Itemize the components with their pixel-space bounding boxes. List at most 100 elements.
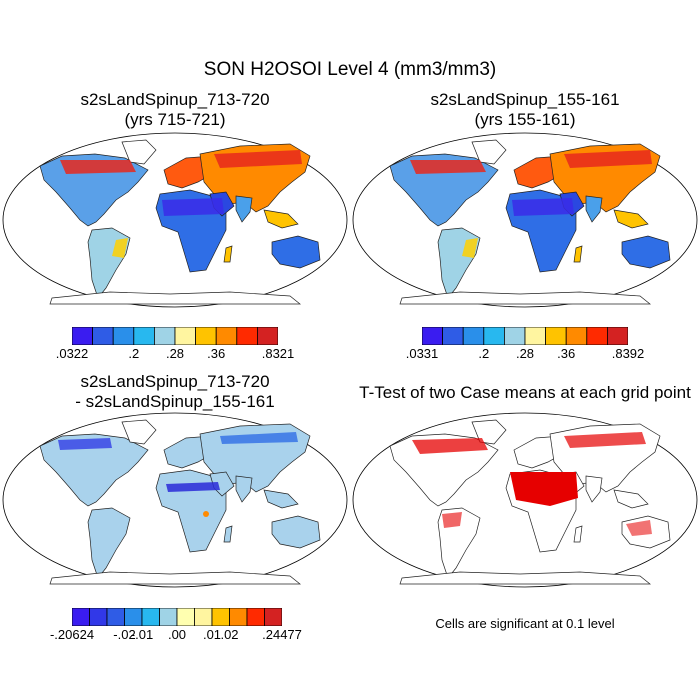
figure-title: SON H2OSOI Level 4 (mm3/mm3)	[203, 59, 497, 80]
colorbar-swatch	[524, 327, 547, 345]
colorbar-swatch	[545, 327, 567, 345]
colorbar-swatch	[92, 327, 114, 345]
diff-negative-siberia	[220, 432, 298, 444]
boreal-band-americas	[60, 160, 136, 174]
colorbar-swatch	[606, 327, 628, 345]
colorbar-case2	[422, 327, 628, 345]
colorbar-swatch	[256, 327, 278, 345]
colorbar-tick-label: -.20624	[49, 627, 95, 642]
colorbar-swatch	[483, 327, 505, 345]
continent-australia	[271, 235, 321, 269]
panel-3-title-line2: - s2sLandSpinup_155-161	[75, 392, 275, 411]
colorbar-tick-label: .2	[478, 346, 490, 361]
colorbar-swatch	[112, 327, 135, 345]
colorbar-case1-labels: .0322 .2 .28 .36 .8321	[56, 346, 295, 362]
panel-1-title-line1: s2sLandSpinup_713-720	[80, 90, 270, 109]
continent-south-america	[87, 507, 131, 579]
map-ttest	[352, 412, 698, 588]
panel-2-title: s2sLandSpinup_155-161 (yrs 155-161)	[410, 90, 640, 130]
continent-india	[235, 195, 253, 223]
colorbar-swatch	[229, 608, 248, 626]
continent-india	[235, 475, 253, 503]
continent-greenland	[121, 139, 157, 165]
panel-1-title-line2: (yrs 715-721)	[124, 110, 226, 129]
continent-north-america	[39, 433, 149, 507]
colorbar-tick-label: .8392	[611, 346, 645, 361]
colorbar-tick-label: .01	[202, 627, 222, 642]
colorbar-swatch	[133, 327, 155, 345]
diff-positive-east-africa	[203, 511, 209, 517]
colorbar-swatch	[422, 327, 444, 345]
colorbar-tick-label: .2	[128, 346, 140, 361]
continent-india	[585, 475, 603, 503]
significant-region-south-america	[442, 512, 462, 528]
colorbar-tick-label: .36	[557, 346, 576, 361]
boreal-band-eurasia	[214, 150, 302, 168]
colorbar-swatch	[504, 327, 526, 345]
panel-2-title-line1: s2sLandSpinup_155-161	[430, 90, 620, 109]
significant-region-eurasia	[564, 432, 646, 448]
colorbar-swatch	[194, 608, 213, 626]
continent-australia	[621, 235, 671, 269]
wet-region-brazil	[112, 238, 128, 258]
diff-negative-sahel	[166, 482, 220, 492]
colorbar-tick-label: .00	[167, 627, 187, 642]
map-difference	[2, 412, 348, 588]
colorbar-tick-label: -.02	[113, 627, 136, 642]
colorbar-case2-labels: .0331 .2 .28 .36 .8392	[406, 346, 645, 362]
colorbar-tick-label: .0322	[55, 346, 89, 361]
panel-2-title-line2: (yrs 155-161)	[474, 110, 576, 129]
continent-se-asia	[263, 209, 299, 229]
continent-se-asia	[613, 489, 649, 509]
colorbar-swatch	[124, 608, 143, 626]
colorbar-case1	[72, 327, 278, 345]
colorbar-swatch	[215, 327, 238, 345]
colorbar-swatch	[264, 608, 282, 626]
panel-4-title-line1: T-Test of two Case means at each grid po…	[359, 383, 691, 402]
colorbar-swatch	[72, 608, 90, 626]
continent-se-asia	[263, 489, 299, 509]
map-case2	[352, 132, 698, 308]
map-case1	[2, 132, 348, 308]
continent-madagascar	[223, 245, 233, 263]
colorbar-swatch	[106, 608, 125, 626]
boreal-band-americas	[410, 160, 486, 174]
colorbar-tick-label: .36	[207, 346, 226, 361]
panel-3-title: s2sLandSpinup_713-720 - s2sLandSpinup_15…	[60, 372, 290, 412]
colorbar-swatch	[141, 608, 160, 626]
desert-band-sahara	[162, 198, 224, 216]
colorbar-swatch	[211, 608, 230, 626]
significant-region-sahara	[510, 472, 578, 506]
significance-note: Cells are significant at 0.1 level	[435, 616, 615, 631]
panel-1-title: s2sLandSpinup_713-720 (yrs 715-721)	[60, 90, 290, 130]
continent-australia	[271, 515, 321, 549]
colorbar-tick-label: .8321	[261, 346, 295, 361]
colorbar-swatch	[176, 608, 195, 626]
panel-4-title: T-Test of two Case means at each grid po…	[350, 383, 700, 403]
colorbar-tick-label: .0331	[405, 346, 439, 361]
desert-band-sahara	[512, 198, 574, 216]
panel-3-title-line1: s2sLandSpinup_713-720	[80, 372, 270, 391]
continent-india	[585, 195, 603, 223]
colorbar-swatch	[462, 327, 485, 345]
diff-negative-canada	[58, 438, 112, 450]
continent-greenland	[471, 139, 507, 165]
continent-north-america	[389, 433, 499, 507]
colorbar-tick-label: .24477	[262, 627, 302, 642]
significant-region-north-america	[412, 438, 488, 454]
colorbar-swatch	[236, 327, 258, 345]
colorbar-swatch	[72, 327, 94, 345]
colorbar-difference-labels: -.20624 -.02 -.01 .00 .01.02 .24477	[50, 627, 302, 643]
colorbar-swatch	[586, 327, 608, 345]
colorbar-swatch	[154, 327, 176, 345]
significant-region-australia	[626, 520, 652, 536]
continent-se-asia	[613, 209, 649, 229]
colorbar-tick-label: .02	[220, 627, 239, 642]
colorbar-tick-label: .28	[165, 346, 185, 361]
continent-madagascar	[573, 245, 583, 263]
colorbar-difference	[72, 608, 282, 626]
continent-madagascar	[223, 525, 233, 543]
colorbar-swatch	[159, 608, 178, 626]
continent-antarctica	[399, 291, 651, 305]
continent-madagascar	[573, 525, 583, 543]
